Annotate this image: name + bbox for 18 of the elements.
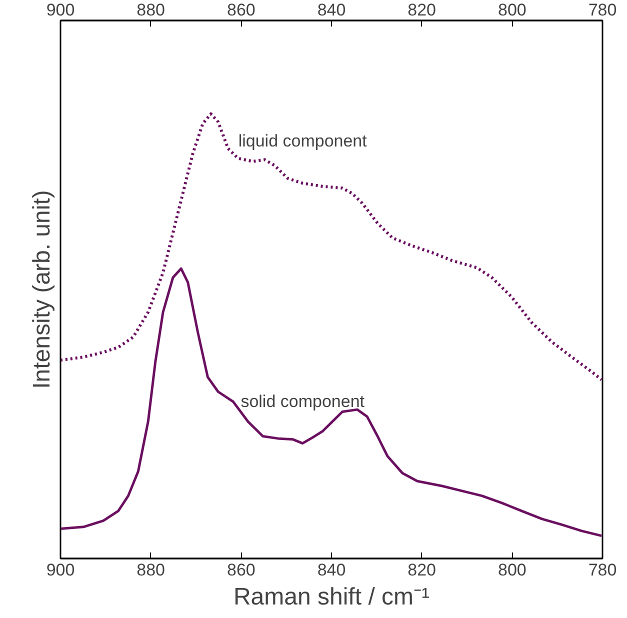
y-axis-title: Intensity (arb. unit) — [28, 190, 56, 389]
x-tick-label: 860 — [226, 0, 256, 20]
x2-tick-label: 780 — [588, 560, 617, 580]
x-tick-label: 820 — [408, 0, 436, 20]
series-label: solid component — [240, 392, 365, 411]
x2-tick-label: 800 — [498, 560, 526, 580]
x-tick-label: 780 — [588, 0, 617, 20]
x-tick-label: 800 — [498, 0, 526, 20]
x2-tick-label: 820 — [408, 560, 436, 580]
x2-tick-label: 900 — [46, 560, 75, 580]
x2-tick-label: 880 — [136, 560, 166, 580]
x-axis-title: Raman shift / cm⁻¹ — [233, 584, 430, 610]
x-tick-label: 840 — [317, 0, 346, 20]
x-tick-label: 880 — [136, 0, 166, 20]
x2-tick-label: 840 — [317, 560, 346, 580]
x2-tick-label: 860 — [226, 560, 256, 580]
x-tick-label: 900 — [46, 0, 75, 20]
series-label: liquid component — [238, 132, 368, 151]
